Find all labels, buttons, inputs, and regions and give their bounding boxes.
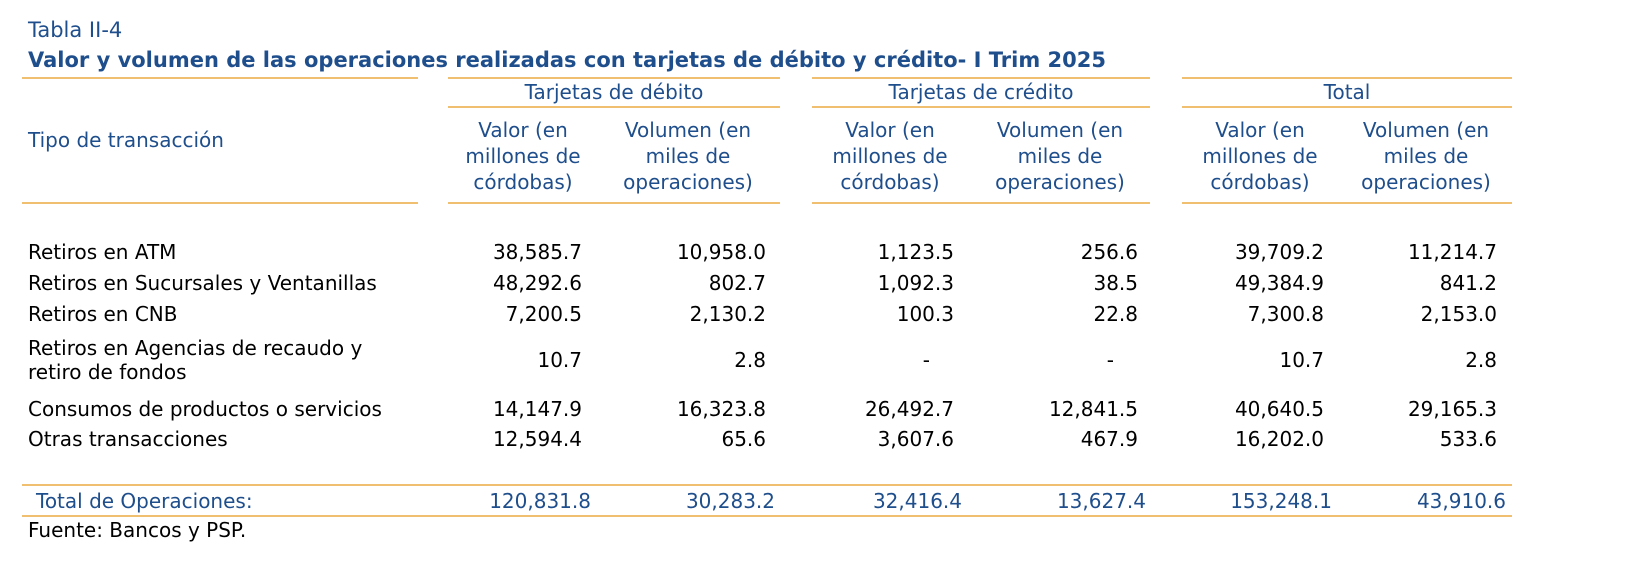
row-label-cnb: Retiros en CNB <box>28 302 178 326</box>
cell: 2,130.2 <box>689 302 766 326</box>
group-header-credit: Tarjetas de crédito <box>888 80 1074 104</box>
cell: 12,841.5 <box>1048 397 1138 421</box>
total-cell: 13,627.4 <box>1056 489 1146 513</box>
source-note: Fuente: Bancos y PSP. <box>28 518 247 542</box>
row-label-atm: Retiros en ATM <box>28 240 177 264</box>
cell: 26,492.7 <box>864 397 954 421</box>
row-label-consumos: Consumos de productos o servicios <box>28 397 382 421</box>
total-group-underline <box>1182 106 1512 108</box>
total-cell: 30,283.2 <box>685 489 775 513</box>
cell: 16,202.0 <box>1234 427 1324 451</box>
title-underline <box>22 77 418 79</box>
header-rule-label <box>22 202 418 204</box>
cell: 65.6 <box>721 427 766 451</box>
cell: 3,607.6 <box>877 427 954 451</box>
cell: 29,165.3 <box>1407 397 1497 421</box>
cell: 1,123.5 <box>877 240 954 264</box>
cell: 802.7 <box>708 271 766 295</box>
table-title: Valor y volumen de las operaciones reali… <box>28 48 1107 72</box>
cell: 100.3 <box>896 302 954 326</box>
cell: 11,214.7 <box>1407 240 1497 264</box>
total-cell: 43,910.6 <box>1416 489 1506 513</box>
cell: 40,640.5 <box>1234 397 1324 421</box>
cell: 2,153.0 <box>1420 302 1497 326</box>
cell: 2.8 <box>734 348 766 372</box>
cell: - <box>922 348 930 372</box>
credit-group-rule-top <box>812 77 1150 79</box>
cell: 10,958.0 <box>676 240 766 264</box>
cell: 22.8 <box>1093 302 1138 326</box>
total-cell: 120,831.8 <box>489 489 591 513</box>
cell: 10.7 <box>1279 348 1324 372</box>
cell: 38.5 <box>1093 271 1138 295</box>
cell: 12,594.4 <box>492 427 582 451</box>
row-header-label: Tipo de transacción <box>28 128 224 152</box>
cell: 16,323.8 <box>676 397 766 421</box>
subheader-credit-volumen: Volumen (en miles de operaciones) <box>995 118 1125 194</box>
total-rule-top <box>22 484 1512 486</box>
cell: 39,709.2 <box>1234 240 1324 264</box>
total-rule-bottom <box>22 515 1512 517</box>
cell: 467.9 <box>1080 427 1138 451</box>
group-header-total: Total <box>1323 80 1371 104</box>
group-header-debit: Tarjetas de débito <box>524 80 704 104</box>
total-cell: 32,416.4 <box>872 489 962 513</box>
subheader-total-valor: Valor (en millones de córdobas) <box>1202 118 1318 194</box>
cell: 2.8 <box>1465 348 1497 372</box>
row-label-sucursales: Retiros en Sucursales y Ventanillas <box>28 271 377 295</box>
cell: 10.7 <box>537 348 582 372</box>
header-rule-total <box>1182 202 1512 204</box>
cell: - <box>1106 348 1114 372</box>
cell: 841.2 <box>1439 271 1497 295</box>
cell: 48,292.6 <box>492 271 582 295</box>
cell: 49,384.9 <box>1234 271 1324 295</box>
subheader-credit-valor: Valor (en millones de córdobas) <box>832 118 948 194</box>
total-label: Total de Operaciones: <box>36 489 253 513</box>
subheader-debit-valor: Valor (en millones de córdobas) <box>465 118 581 194</box>
cell: 7,300.8 <box>1247 302 1324 326</box>
row-label-agencias: Retiros en Agencias de recaudo y retiro … <box>28 336 363 384</box>
subheader-debit-volumen: Volumen (en miles de operaciones) <box>623 118 753 194</box>
row-label-otras: Otras transacciones <box>28 427 228 451</box>
table-label: Tabla II-4 <box>28 18 123 42</box>
cell: 533.6 <box>1439 427 1497 451</box>
debit-group-rule-top <box>448 77 780 79</box>
credit-group-underline <box>812 106 1150 108</box>
subheader-total-volumen: Volumen (en miles de operaciones) <box>1361 118 1491 194</box>
cell: 7,200.5 <box>505 302 582 326</box>
total-cell: 153,248.1 <box>1230 489 1332 513</box>
cell: 38,585.7 <box>492 240 582 264</box>
cell: 14,147.9 <box>492 397 582 421</box>
cell: 256.6 <box>1080 240 1138 264</box>
total-group-rule-top <box>1182 77 1512 79</box>
header-rule-debit <box>448 202 780 204</box>
header-rule-credit <box>812 202 1150 204</box>
debit-group-underline <box>448 106 780 108</box>
cell: 1,092.3 <box>877 271 954 295</box>
